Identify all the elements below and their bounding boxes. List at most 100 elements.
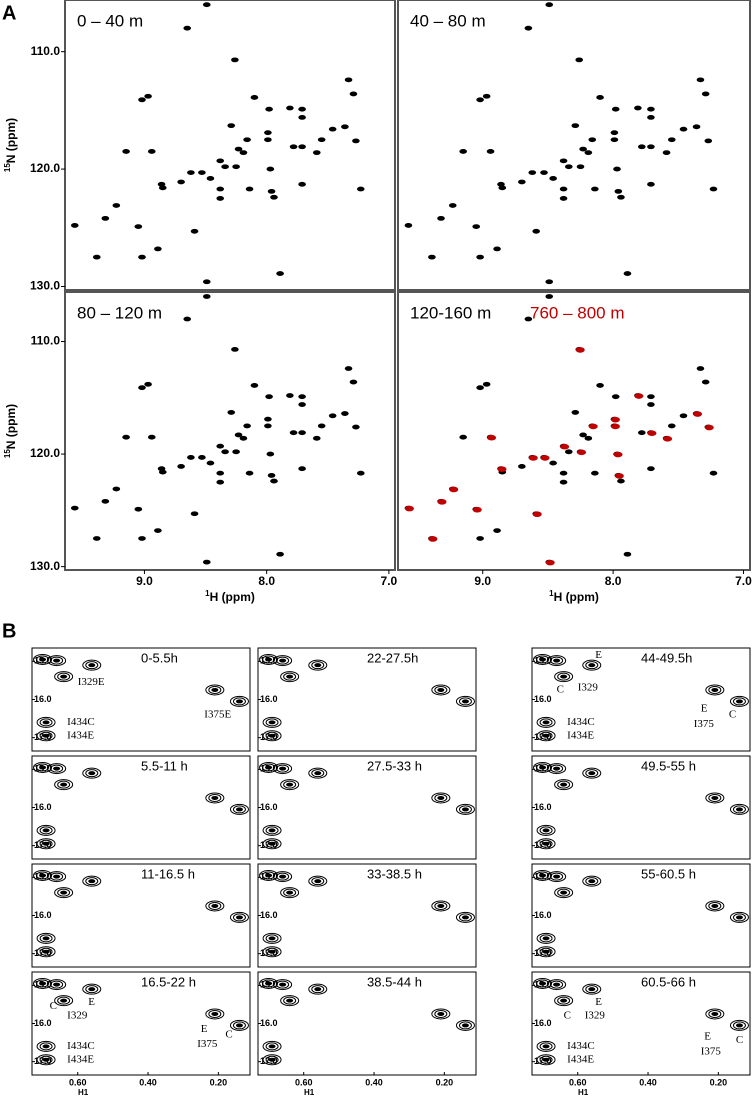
peak (262, 1040, 282, 1052)
peak (54, 887, 74, 899)
peak (276, 271, 284, 276)
overlay-peak (634, 393, 644, 399)
peak-annotation: E (595, 649, 602, 661)
y-tick-label: 17.0 (534, 732, 552, 742)
peak (547, 763, 567, 775)
peak (431, 792, 451, 804)
peak (92, 254, 101, 260)
peak (221, 449, 229, 455)
peak-core (211, 903, 219, 908)
peak (190, 511, 199, 517)
peak-contour (39, 839, 53, 848)
peak-contour (265, 1055, 279, 1064)
peak-core (88, 663, 96, 668)
peak-core (560, 998, 568, 1003)
overlay-peak (545, 559, 555, 566)
peak-core (314, 771, 322, 776)
peak (158, 185, 167, 191)
spectrum-title: 60.5-66 h (641, 974, 696, 989)
peak-annotation: C (225, 1028, 232, 1040)
peak (647, 115, 655, 120)
peak-contour (557, 780, 571, 789)
peak (147, 149, 156, 154)
peak-annotation: I375 (694, 718, 715, 730)
peak (729, 695, 749, 707)
peak (459, 149, 467, 154)
peak (154, 528, 162, 534)
peak (36, 824, 56, 836)
peak-contour (276, 980, 290, 989)
peak (298, 106, 306, 112)
peak-core (735, 699, 743, 704)
peak (647, 402, 655, 407)
peak-core (286, 998, 294, 1003)
peak-annotation: I375 (197, 1038, 218, 1050)
peak (533, 653, 553, 665)
peak (205, 792, 225, 804)
spectrum-title: 40 – 80 m (410, 11, 486, 30)
overlay-peak (610, 416, 620, 423)
peak-contour (232, 697, 246, 706)
overlay-peak (560, 443, 570, 450)
spectrum-frame (397, 0, 751, 291)
spectrum-frame (531, 647, 751, 752)
peak-core (60, 998, 68, 1003)
y-tick-label: 16.0 (34, 910, 52, 920)
y-tick-label: 16.0 (260, 694, 278, 704)
overlay-title: 760 – 800 m (530, 303, 625, 322)
overlay-peak (532, 511, 542, 518)
y-tick-label: 16.0 (260, 802, 278, 812)
peak (205, 1008, 225, 1020)
peak (158, 469, 167, 475)
peak-annotation: C (736, 1034, 743, 1046)
peak-core (39, 657, 47, 662)
peak (70, 223, 79, 228)
overlay-peak (647, 430, 657, 436)
peak-contour (585, 985, 599, 994)
peak (33, 761, 53, 773)
peak (729, 911, 749, 923)
peak-core (39, 765, 47, 770)
peak-contour (283, 996, 297, 1005)
peak-contour (434, 685, 448, 694)
peak-core (314, 987, 322, 992)
peak-core (539, 765, 547, 770)
peak-core (53, 874, 61, 879)
peak (273, 871, 293, 883)
peak-core (542, 733, 550, 738)
peak (36, 1054, 56, 1066)
peak (536, 1040, 556, 1052)
peak (349, 379, 358, 385)
y-tick-label: 17.0 (34, 732, 52, 742)
peak-annotation: E (595, 996, 602, 1008)
peak (264, 137, 272, 143)
peak (564, 449, 573, 455)
peak (205, 684, 225, 696)
peak-contour (265, 826, 279, 835)
peak-core (542, 841, 550, 846)
peak (202, 559, 211, 565)
peak-contour (57, 780, 71, 789)
peak-core (268, 1044, 276, 1049)
peak-contour (85, 877, 99, 886)
peak-contour (458, 697, 472, 706)
peak (262, 932, 282, 944)
spectrum-title: 22-27.5h (367, 650, 418, 665)
peak (82, 875, 102, 887)
peak (613, 166, 621, 172)
peak (267, 473, 276, 478)
peak (298, 466, 306, 472)
peak (270, 194, 278, 200)
peak-core (42, 841, 50, 846)
peak (122, 149, 130, 154)
peak (536, 1054, 556, 1066)
peak (352, 138, 360, 144)
peak-contour (434, 793, 448, 802)
peak-core (542, 1044, 550, 1049)
peak (533, 761, 553, 773)
peak (298, 115, 306, 120)
peak-core (314, 663, 322, 668)
peak (549, 460, 557, 466)
y-tick-label: 17.0 (260, 948, 278, 958)
